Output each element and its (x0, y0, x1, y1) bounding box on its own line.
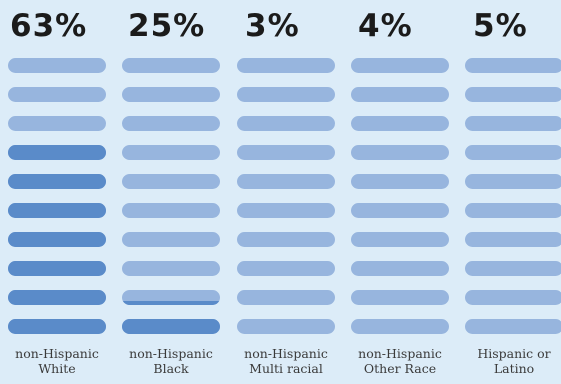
unit-pill (122, 87, 220, 102)
unit-pill (465, 174, 561, 189)
percent-label: 5% (473, 8, 528, 44)
category-label-line: non-Hispanic (129, 346, 213, 361)
category-label-line: non-Hispanic (358, 346, 442, 361)
unit-pill (8, 232, 106, 247)
unit-pill (351, 145, 449, 160)
unit-pill (351, 174, 449, 189)
category-label-line: Other Race (363, 361, 437, 376)
unit-pill (351, 87, 449, 102)
category-label: non-Hispanic Black (116, 346, 226, 376)
unit-pill (465, 261, 561, 276)
unit-pill (122, 203, 220, 218)
unit-pill-fill (122, 319, 220, 334)
unit-pill (465, 232, 561, 247)
unit-pill-fill (8, 261, 106, 276)
percent-label: 63% (10, 8, 88, 44)
unit-pill (465, 87, 561, 102)
unit-pill-fill (8, 174, 106, 189)
category-label: Hispanic or Latino (459, 346, 561, 376)
unit-pill (8, 203, 106, 218)
unit-pill (122, 232, 220, 247)
unit-pill (8, 116, 106, 131)
unit-pill (8, 290, 106, 305)
unit-pill (351, 290, 449, 305)
unit-pill (8, 145, 106, 160)
unit-pill (237, 145, 335, 160)
percent-label: 25% (128, 8, 206, 44)
unit-pill-fill (8, 319, 106, 334)
unit-pill (465, 145, 561, 160)
unit-pill (8, 319, 106, 334)
unit-pill (465, 203, 561, 218)
unit-pill (122, 145, 220, 160)
unit-pill (237, 87, 335, 102)
category-label-line: White (38, 361, 76, 376)
unit-pill (351, 58, 449, 73)
unit-pill (465, 319, 561, 334)
unit-pill (237, 116, 335, 131)
unit-pill (351, 203, 449, 218)
unit-pill (237, 203, 335, 218)
unit-pill (351, 261, 449, 276)
unit-pill (237, 58, 335, 73)
category-label-line: Latino (493, 361, 535, 376)
unit-pill (237, 319, 335, 334)
category-label-line: Multi racial (249, 361, 323, 376)
unit-pill-fill (8, 290, 106, 305)
unit-pill-fill (8, 145, 106, 160)
category-label-line: Hispanic or (477, 346, 551, 361)
unit-pill-fill (122, 300, 220, 305)
unit-pill (237, 290, 335, 305)
percent-label: 3% (245, 8, 300, 44)
unit-pill (8, 87, 106, 102)
category-label: non-Hispanic Other Race (345, 346, 455, 376)
unit-pill (351, 319, 449, 334)
unit-pill (122, 261, 220, 276)
unit-pill-fill (8, 232, 106, 247)
unit-pill (465, 290, 561, 305)
percent-label: 4% (358, 8, 413, 44)
unit-pill (8, 58, 106, 73)
category-label-line: non-Hispanic (15, 346, 99, 361)
unit-pill (465, 116, 561, 131)
unit-pill (122, 319, 220, 334)
unit-pill (8, 261, 106, 276)
unit-pill (237, 232, 335, 247)
unit-pill (351, 116, 449, 131)
unit-pill (237, 174, 335, 189)
unit-pill (8, 174, 106, 189)
unit-pill (122, 174, 220, 189)
unit-pill (122, 116, 220, 131)
unit-pill-fill (8, 203, 106, 218)
unit-pill (122, 58, 220, 73)
category-label: non-Hispanic Multi racial (231, 346, 341, 376)
unit-pill (122, 290, 220, 305)
category-label: non-Hispanic White (2, 346, 112, 376)
unit-pill (351, 232, 449, 247)
unit-pill (237, 261, 335, 276)
category-label-line: Black (153, 361, 189, 376)
unit-pill (465, 58, 561, 73)
category-label-line: non-Hispanic (244, 346, 328, 361)
